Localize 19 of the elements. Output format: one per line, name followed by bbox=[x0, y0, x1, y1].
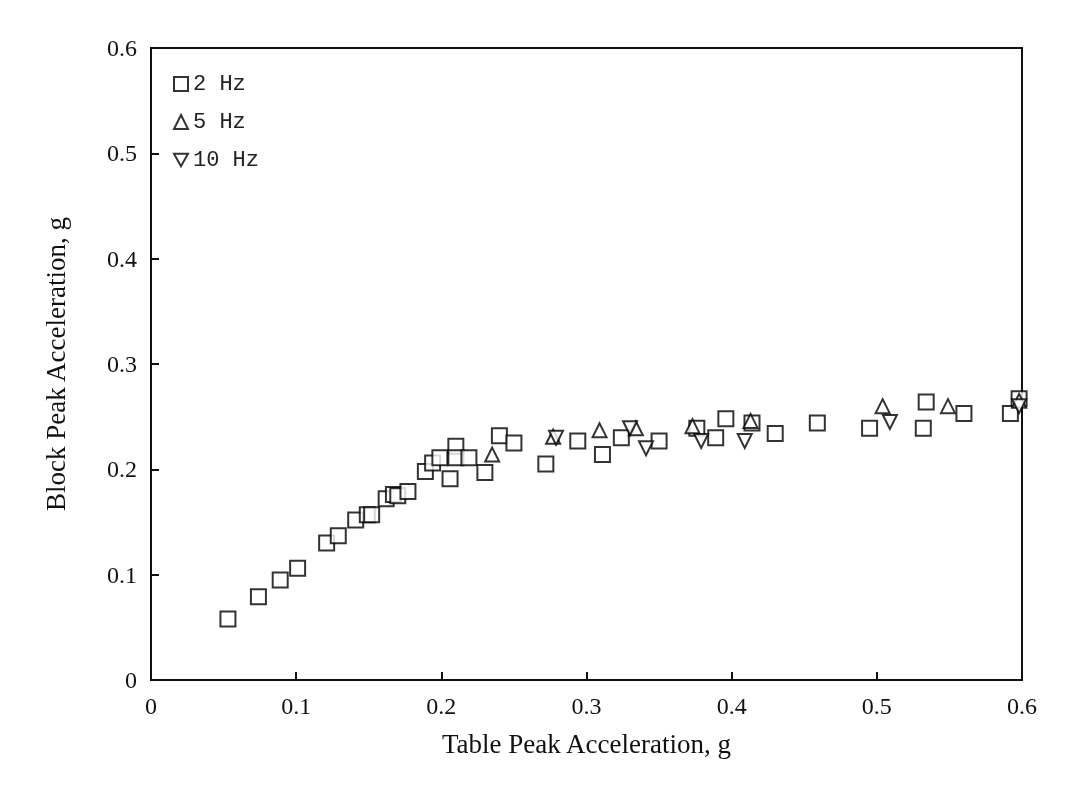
x-tick-label: 0 bbox=[145, 693, 157, 719]
x-tick-label: 0.4 bbox=[716, 693, 747, 719]
legend-label: 10 Hz bbox=[193, 147, 260, 173]
x-tick-label: 0.3 bbox=[571, 693, 602, 719]
x-tick-label: 0.6 bbox=[1007, 693, 1037, 719]
y-tick-label: 0 bbox=[125, 667, 137, 693]
x-tick-label: 0.5 bbox=[861, 693, 892, 719]
x-axis-title: Table Peak Acceleration, g bbox=[442, 728, 731, 759]
y-tick-label: 0.4 bbox=[107, 245, 137, 272]
legend-label: 2 Hz bbox=[193, 71, 246, 97]
y-tick-label: 0.6 bbox=[107, 35, 137, 61]
x-tick-label: 0.1 bbox=[281, 693, 312, 719]
x-tick-label: 0.2 bbox=[426, 693, 457, 719]
y-tick-label: 0.2 bbox=[107, 456, 137, 483]
y-axis-title: Block Peak Acceleration, g bbox=[40, 217, 71, 511]
y-tick-label: 0.5 bbox=[107, 140, 137, 167]
y-tick-label: 0.3 bbox=[107, 351, 137, 377]
y-tick-label: 0.1 bbox=[107, 561, 137, 588]
legend-label: 5 Hz bbox=[193, 109, 246, 135]
